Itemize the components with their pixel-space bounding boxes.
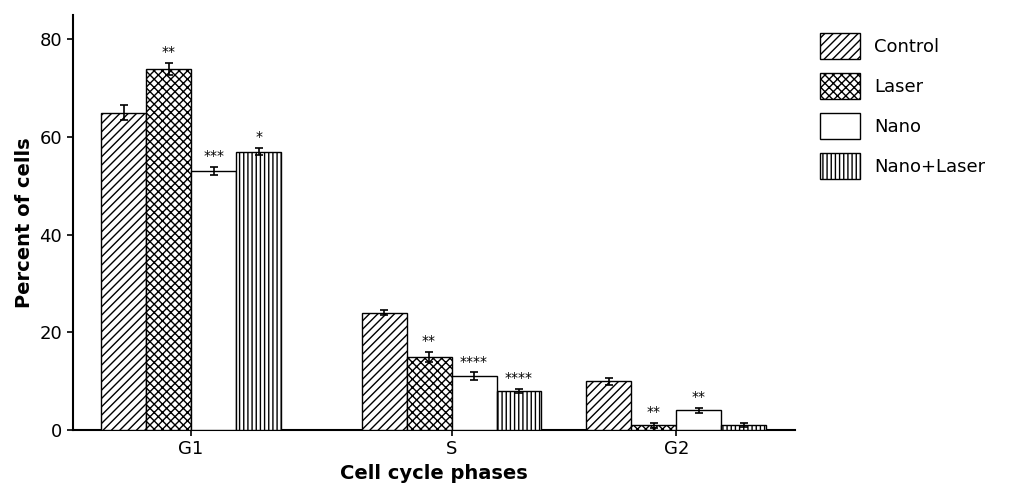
Y-axis label: Percent of cells: Percent of cells	[15, 137, 34, 308]
Bar	[587, 381, 632, 430]
Bar	[101, 113, 146, 430]
Bar	[362, 313, 407, 430]
Text: ****: ****	[505, 371, 533, 384]
Text: ***: ***	[203, 149, 224, 163]
Text: ****: ****	[460, 355, 488, 369]
Bar	[677, 410, 721, 430]
Bar	[632, 425, 677, 430]
Bar	[236, 152, 281, 430]
X-axis label: Cell cycle phases: Cell cycle phases	[340, 464, 528, 483]
Bar	[407, 357, 451, 430]
Text: **: **	[422, 334, 436, 348]
Text: *: *	[255, 130, 262, 144]
Legend: Control, Laser, Nano, Nano+Laser: Control, Laser, Nano, Nano+Laser	[811, 24, 995, 188]
Bar	[451, 376, 496, 430]
Bar	[721, 425, 766, 430]
Bar	[192, 171, 236, 430]
Bar	[146, 69, 192, 430]
Text: **: **	[692, 390, 706, 404]
Text: **: **	[647, 405, 661, 419]
Bar	[496, 391, 541, 430]
Text: **: **	[162, 45, 175, 59]
